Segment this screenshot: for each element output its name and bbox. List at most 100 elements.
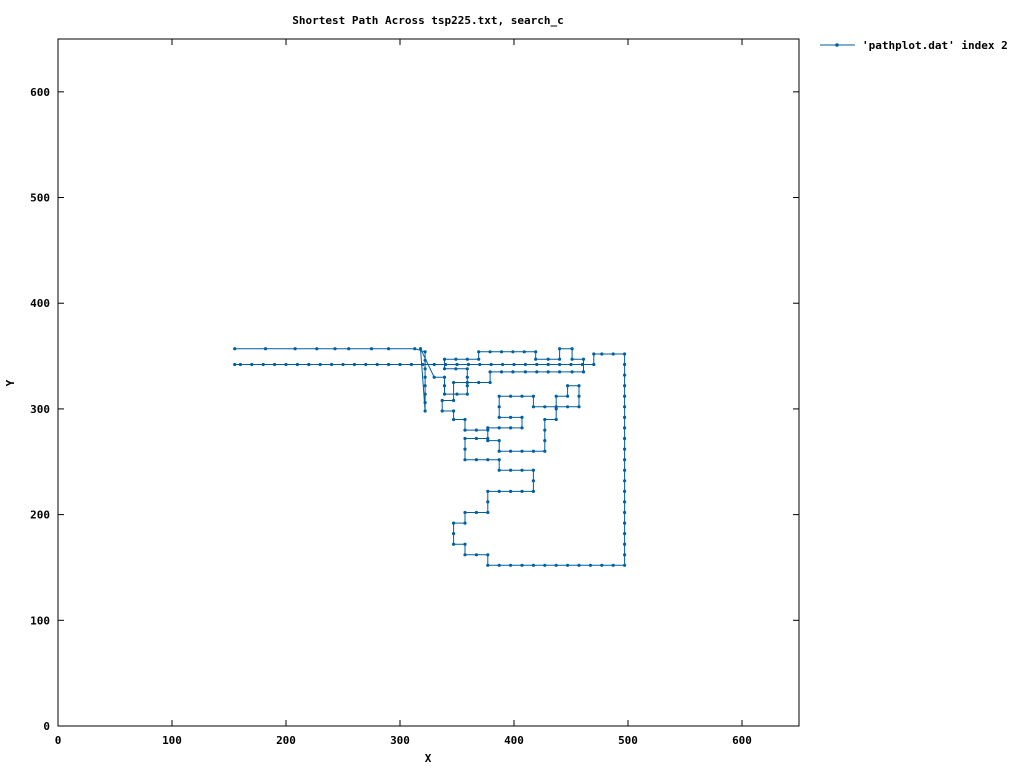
data-point [577, 384, 581, 388]
data-point [546, 357, 550, 361]
data-point [499, 370, 504, 374]
data-point [554, 405, 558, 409]
data-point [623, 384, 627, 388]
data-point [497, 426, 501, 430]
data-point [520, 394, 524, 398]
data-point [611, 352, 615, 356]
data-point [554, 563, 558, 567]
y-tick-label: 400 [30, 297, 50, 310]
data-point [531, 479, 536, 483]
data-point [233, 347, 237, 351]
data-point [293, 347, 297, 351]
data-point [497, 439, 501, 443]
legend-point-swatch [835, 43, 839, 47]
data-point [315, 347, 319, 351]
data-point [558, 370, 562, 374]
data-point [463, 428, 467, 432]
data-point [534, 357, 538, 361]
data-point [566, 394, 570, 398]
data-point [531, 489, 536, 493]
data-point [581, 370, 586, 374]
data-point [432, 375, 436, 379]
y-tick-label: 100 [30, 614, 50, 627]
data-point [284, 362, 288, 367]
data-point [318, 362, 322, 367]
data-point [423, 350, 427, 354]
data-point [512, 362, 516, 367]
data-point [592, 362, 596, 367]
data-point [295, 362, 299, 367]
data-point [577, 563, 581, 567]
data-point [520, 489, 524, 493]
data-point [488, 380, 492, 385]
data-point [558, 347, 562, 351]
data-point [486, 458, 490, 462]
data-point [520, 415, 524, 419]
data-point [623, 415, 627, 419]
data-point [623, 394, 627, 398]
data-point [497, 449, 501, 453]
data-point [477, 357, 481, 361]
data-point [263, 347, 268, 351]
data-point [497, 405, 501, 409]
data-point [398, 362, 402, 367]
data-point [238, 362, 242, 367]
data-point [497, 563, 501, 567]
data-point [423, 409, 427, 413]
x-tick-label: 100 [162, 734, 182, 747]
data-point [250, 362, 254, 367]
data-point [364, 362, 368, 367]
data-point [566, 405, 570, 409]
chart-title: Shortest Path Across tsp225.txt, search_… [292, 14, 564, 27]
data-point [452, 380, 456, 385]
data-point [463, 458, 467, 462]
data-point [454, 357, 458, 361]
data-point [558, 362, 562, 367]
data-point [233, 362, 237, 367]
legend: 'pathplot.dat' index 2 [820, 39, 1008, 52]
data-point [463, 542, 467, 546]
data-point [543, 449, 547, 453]
data-point [581, 357, 586, 361]
data-point [520, 468, 524, 472]
data-point [442, 384, 447, 388]
data-point [623, 447, 627, 451]
data-point [465, 375, 469, 379]
data-point [509, 394, 513, 398]
data-point [535, 362, 539, 367]
data-point [566, 563, 570, 567]
x-tick-label: 300 [390, 734, 410, 747]
data-point [623, 352, 627, 356]
data-point [501, 362, 505, 367]
data-point [486, 489, 490, 493]
data-point [452, 542, 456, 546]
data-point [623, 436, 627, 441]
plot-frame [57, 38, 800, 727]
data-point [509, 426, 513, 430]
x-axis-label: X [425, 752, 432, 765]
data-point [333, 347, 337, 351]
series-layer [233, 347, 627, 567]
data-point [452, 417, 456, 422]
data-point [477, 380, 481, 385]
data-point [463, 553, 467, 557]
y-tick-label: 200 [30, 509, 50, 522]
data-point [623, 553, 627, 557]
data-point [474, 510, 478, 515]
data-point [523, 362, 528, 367]
data-point [465, 357, 469, 361]
y-tick-label: 0 [43, 720, 50, 733]
data-point [455, 362, 459, 367]
y-axis-ticks: 0 100 200 300 400 500 600 [30, 86, 799, 733]
data-point [463, 447, 467, 451]
data-point [463, 521, 467, 525]
data-point [474, 428, 478, 432]
data-point [486, 500, 490, 504]
data-point [440, 409, 444, 413]
data-point [423, 358, 427, 362]
data-point [418, 347, 423, 351]
data-point [497, 489, 501, 493]
data-point [432, 362, 436, 367]
data-point [588, 563, 593, 567]
